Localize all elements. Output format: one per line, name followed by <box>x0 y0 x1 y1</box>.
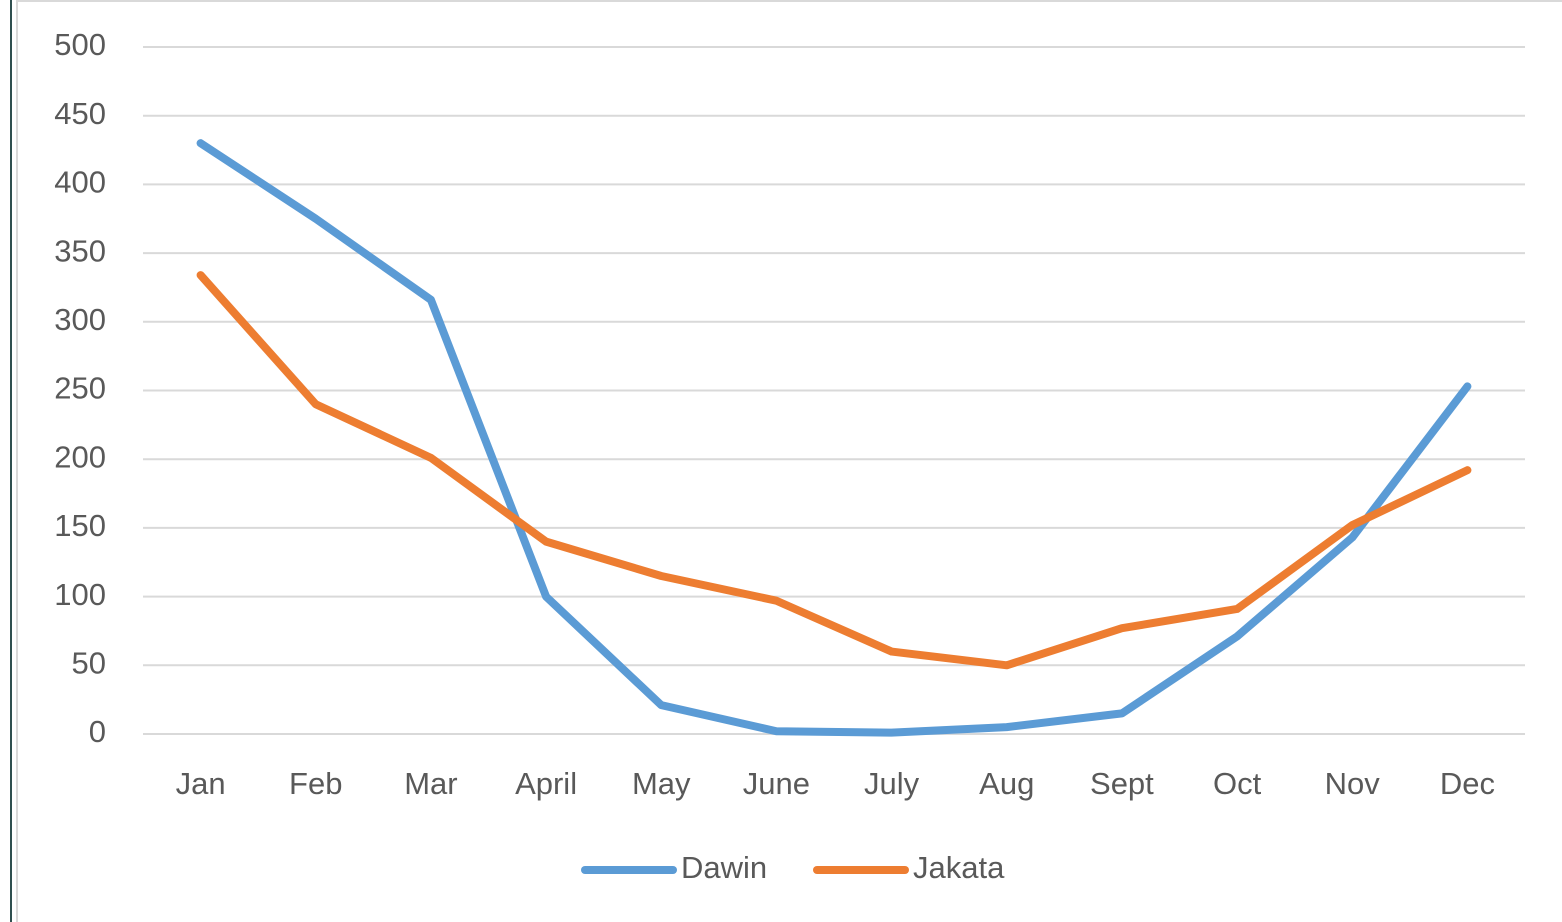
y-tick-label: 200 <box>54 439 106 474</box>
y-tick-label: 250 <box>54 371 106 406</box>
x-tick-label: May <box>632 766 691 801</box>
x-tick-label: Jan <box>176 766 226 801</box>
x-tick-label: Aug <box>979 766 1034 801</box>
x-tick-label: July <box>864 766 920 801</box>
plot <box>196 139 1472 737</box>
y-tick-label: 350 <box>54 233 106 268</box>
x-tick-label: Sept <box>1090 766 1154 801</box>
series-line <box>196 271 1472 670</box>
y-tick-label: 50 <box>72 645 106 680</box>
y-tick-label: 100 <box>54 577 106 612</box>
x-tick-label: Feb <box>289 766 342 801</box>
x-tick-label: April <box>515 766 577 801</box>
y-tick-label: 150 <box>54 508 106 543</box>
legend: Dawin Jakata <box>581 850 1005 885</box>
y-tick-label: 500 <box>54 27 106 62</box>
x-tick-label: Dec <box>1440 766 1495 801</box>
legend-label: Dawin <box>681 850 767 885</box>
y-tick-label: 450 <box>54 96 106 131</box>
grid: 0 50 100 150 200 250 300 350 400 450 500 Jan Feb Mar A… <box>54 27 1525 801</box>
y-tick-label: 400 <box>54 165 106 200</box>
y-tick-label: 0 <box>89 714 106 749</box>
x-tick-label: Mar <box>404 766 457 801</box>
y-tick-label: 300 <box>54 302 106 337</box>
x-tick-label: June <box>743 766 810 801</box>
chart-frame <box>16 0 1562 922</box>
x-tick-label: Nov <box>1325 766 1381 801</box>
legend-label: Jakata <box>913 850 1005 885</box>
x-tick-label: Oct <box>1213 766 1262 801</box>
series-line <box>196 139 1472 737</box>
